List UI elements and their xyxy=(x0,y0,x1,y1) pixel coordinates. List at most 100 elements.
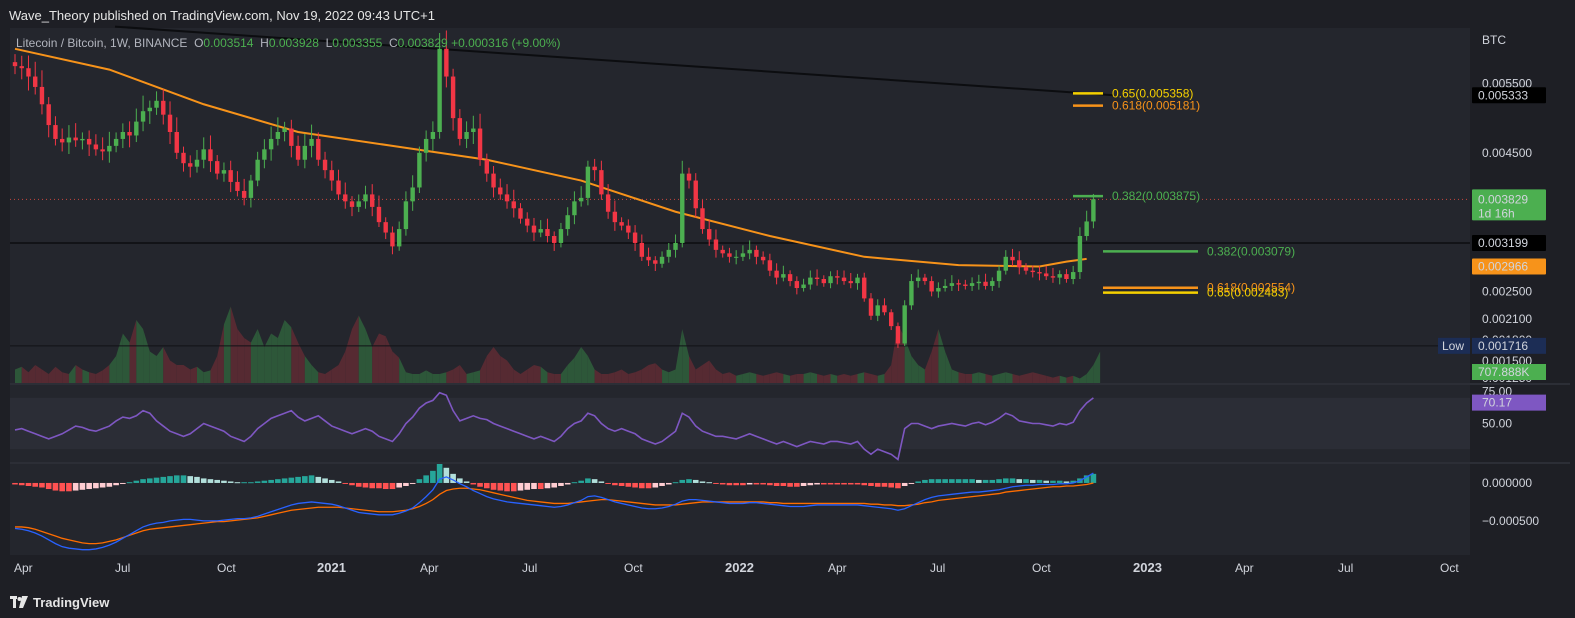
symbol-name: Litecoin / Bitcoin, 1W, BINANCE xyxy=(16,36,188,50)
x-tick-label: Apr xyxy=(420,561,439,575)
volume-segment xyxy=(655,363,663,383)
macd-histogram-bar xyxy=(45,482,52,490)
macd-histogram-bar xyxy=(605,482,611,484)
candle-body xyxy=(241,190,247,198)
candle-body xyxy=(134,121,139,136)
candle-body xyxy=(444,48,449,77)
volume-segment xyxy=(345,329,352,383)
volume-segment xyxy=(163,347,171,383)
candle-body xyxy=(646,256,651,261)
volume-segment xyxy=(210,356,218,383)
macd-histogram-bar xyxy=(949,479,955,483)
volume-segment xyxy=(453,365,460,383)
candle-body xyxy=(268,138,274,150)
y-tick-label: 0.005500 xyxy=(1482,76,1532,90)
current-price-label: 0.003829 xyxy=(1478,192,1528,206)
macd-histogram-bar xyxy=(612,482,618,486)
candle-body xyxy=(120,132,126,139)
fib-level-label: 0.618(0.005181) xyxy=(1112,99,1200,113)
candle-body xyxy=(282,128,287,133)
volume-label: 707.888K xyxy=(1478,365,1529,379)
candle-body xyxy=(794,281,800,289)
low-price-tag-bg xyxy=(1472,337,1546,354)
volume-segment xyxy=(513,369,521,383)
current-price-tag-bg xyxy=(1472,189,1546,221)
candle-body xyxy=(167,114,173,133)
candle-body xyxy=(855,277,860,284)
open-value: 0.003514 xyxy=(203,36,254,50)
candle-body xyxy=(255,159,260,181)
candle-body xyxy=(707,229,712,240)
volume-segment xyxy=(426,370,433,383)
macd-histogram-bar xyxy=(93,482,99,489)
candle-body xyxy=(733,256,739,258)
volume-segment xyxy=(870,374,878,383)
macd-histogram-bar xyxy=(787,482,793,487)
candle-body xyxy=(140,111,146,122)
macd-histogram-bar xyxy=(342,482,349,484)
candle-body xyxy=(498,187,503,195)
x-tick-label: Jul xyxy=(930,561,945,575)
fib-levels: 0.65(0.005358)0.618(0.005181) 0.382(0.003… xyxy=(1073,86,1295,300)
candle-body xyxy=(477,128,483,160)
volume-segment xyxy=(520,369,528,383)
macd-histogram-bar xyxy=(821,482,827,485)
candle-body xyxy=(639,242,645,257)
candle-body xyxy=(936,288,941,292)
macd-histogram-bar xyxy=(490,482,497,490)
macd-histogram-bar xyxy=(160,476,167,483)
volume-segment xyxy=(109,356,117,383)
macd-histogram-bar xyxy=(52,482,59,491)
macd-histogram-bar xyxy=(355,482,362,487)
macd-histogram-bar xyxy=(989,479,996,483)
candle-body xyxy=(383,222,388,233)
candle-body xyxy=(767,260,773,271)
candle-body xyxy=(942,285,948,289)
volume-segment xyxy=(1046,375,1053,383)
tradingview-logo[interactable]: TradingView xyxy=(10,592,109,612)
macd-histogram-bar xyxy=(1050,480,1056,483)
volume-segment xyxy=(318,372,326,383)
volume-segment xyxy=(918,365,925,383)
candle-body xyxy=(66,137,72,143)
volume-segment xyxy=(399,357,406,383)
macd-histogram-bar xyxy=(1056,480,1063,483)
macd-histogram-bar xyxy=(187,476,194,483)
x-tick-label: Jul xyxy=(522,561,537,575)
macd-histogram-bar xyxy=(908,482,915,484)
volume-segment xyxy=(203,370,211,383)
volume-segment xyxy=(439,372,447,383)
candle-body xyxy=(12,62,18,67)
macd-histogram-bar xyxy=(558,482,564,486)
macd-tick-label: −0.000500 xyxy=(1482,514,1539,528)
volume-segment xyxy=(837,374,845,383)
candle-body xyxy=(673,242,678,250)
candle-body xyxy=(572,201,577,216)
volume-segment xyxy=(102,365,110,383)
volume-segment xyxy=(176,365,184,383)
candle-body xyxy=(680,173,685,243)
candle-body xyxy=(1091,199,1096,222)
volume-segment xyxy=(803,372,811,383)
macd-histogram-bar xyxy=(888,482,894,488)
volume-segment xyxy=(1005,372,1013,383)
volume-segment xyxy=(217,324,224,383)
candle-body xyxy=(990,281,995,286)
macd-histogram-bar xyxy=(322,478,328,483)
candle-body xyxy=(221,170,227,174)
candle-body xyxy=(1017,260,1022,268)
macd-histogram-bar xyxy=(942,479,948,483)
candle-body xyxy=(1037,272,1042,274)
volume-segment xyxy=(533,365,541,383)
rsi-tick-label: 50.00 xyxy=(1482,417,1512,431)
x-tick-label: Oct xyxy=(624,561,643,575)
volume-segment xyxy=(412,374,420,383)
volume-segment xyxy=(365,329,373,383)
macd-histogram-bar xyxy=(167,476,173,483)
candle-body xyxy=(161,100,166,115)
volume-segment xyxy=(985,374,993,383)
macd-histogram-bar xyxy=(976,479,982,483)
candle-body xyxy=(248,180,254,198)
